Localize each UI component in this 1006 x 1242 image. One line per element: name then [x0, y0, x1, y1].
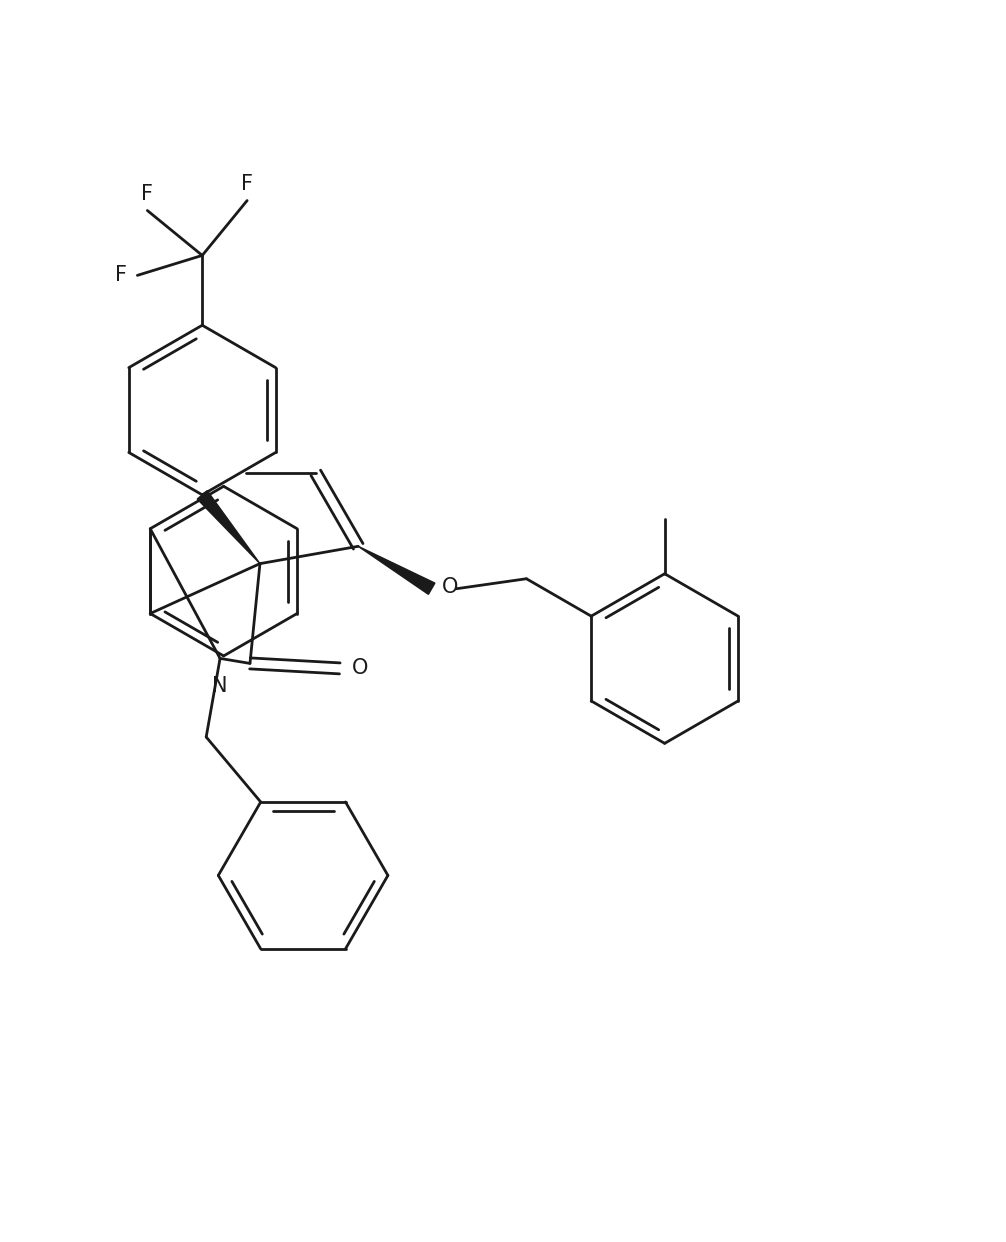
Text: N: N	[212, 677, 227, 697]
Polygon shape	[358, 546, 435, 595]
Polygon shape	[197, 491, 260, 564]
Text: O: O	[442, 576, 458, 596]
Text: F: F	[241, 174, 254, 194]
Text: F: F	[142, 184, 153, 204]
Text: O: O	[352, 658, 368, 678]
Text: F: F	[116, 266, 128, 286]
